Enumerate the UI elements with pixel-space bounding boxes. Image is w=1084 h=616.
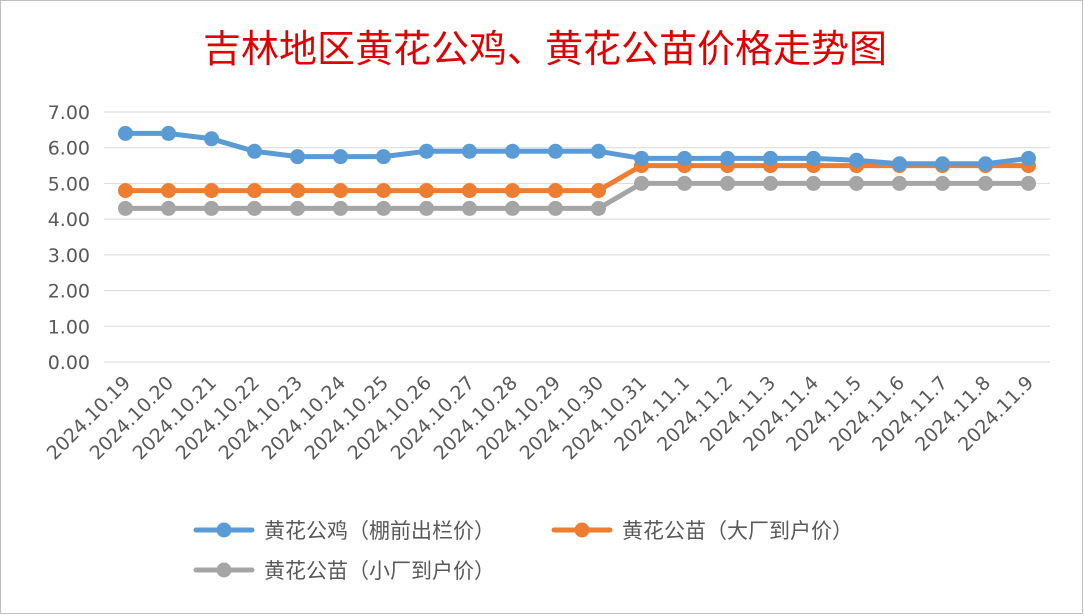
y-tick-label: 6.00 [48,138,90,160]
series-line [123,163,1031,194]
series-line [123,180,1031,211]
legend-item: 黄花公鸡（棚前出栏价） [193,519,495,543]
data-point [1021,175,1036,191]
data-point [118,200,133,216]
data-point [720,150,735,166]
series-line [123,130,1031,167]
data-point [763,150,778,166]
data-point [161,125,176,141]
data-point [333,183,348,199]
data-point [333,200,348,216]
y-tick-label: 5.00 [48,173,90,195]
y-tick-label: 4.00 [48,209,90,231]
gridlines [104,111,1050,363]
data-point [376,183,391,199]
data-point [548,143,563,159]
data-point [462,183,477,199]
data-point [591,183,606,199]
data-point [462,143,477,159]
legend-label: 黄花公苗（大厂到户价） [622,519,853,543]
legend-item: 黄花公苗（大厂到户价） [551,519,853,543]
data-point [505,183,520,199]
y-tick-label: 2.00 [48,281,90,303]
data-point [419,143,434,159]
data-point [849,175,864,191]
series-1 [118,125,1036,172]
y-tick-label: 7.00 [48,102,90,124]
data-point [806,150,821,166]
data-point [505,200,520,216]
data-point [376,149,391,165]
legend-marker [574,522,590,538]
data-point [849,152,864,168]
data-point [118,125,133,141]
data-point [806,175,821,191]
data-point [548,200,563,216]
data-point [247,183,262,199]
chart-title: 吉林地区黄花公鸡、黄花公苗价格走势图 [203,27,887,71]
data-point [763,175,778,191]
data-point [591,143,606,159]
data-point [634,150,649,166]
data-point [290,149,305,165]
data-point [935,156,950,172]
data-point [161,183,176,199]
series-group [118,125,1036,216]
data-point [118,183,133,199]
legend: 黄花公鸡（棚前出栏价） 黄花公苗（大厂到户价） 黄花公苗（小厂到户价） [193,519,853,583]
data-point [161,200,176,216]
data-point [204,131,219,147]
data-point [720,175,735,191]
data-point [376,200,391,216]
data-point [677,150,692,166]
data-point [591,200,606,216]
y-tick-label: 0.00 [48,352,90,374]
data-point [892,175,907,191]
data-point [204,183,219,199]
data-point [677,175,692,191]
legend-item: 黄花公苗（小厂到户价） [193,559,495,583]
data-point [935,175,950,191]
data-point [419,200,434,216]
legend-marker [216,562,232,578]
legend-marker [216,522,232,538]
data-point [204,200,219,216]
series-3 [118,175,1036,216]
y-axis-ticks: 0.00 1.00 2.00 3.00 4.00 5.00 6.00 7.00 [48,102,90,374]
legend-label: 黄花公苗（小厂到户价） [264,559,495,583]
data-point [978,175,993,191]
data-point [1021,150,1036,166]
data-point [290,183,305,199]
data-point [290,200,305,216]
data-point [462,200,477,216]
data-point [892,156,907,172]
data-point [978,156,993,172]
data-point [247,200,262,216]
y-tick-label: 3.00 [48,245,90,267]
data-point [634,175,649,191]
data-point [333,149,348,165]
y-tick-label: 1.00 [48,316,90,338]
data-point [505,143,520,159]
legend-label: 黄花公鸡（棚前出栏价） [264,519,495,543]
data-point [419,183,434,199]
data-point [548,183,563,199]
data-point [247,143,262,159]
